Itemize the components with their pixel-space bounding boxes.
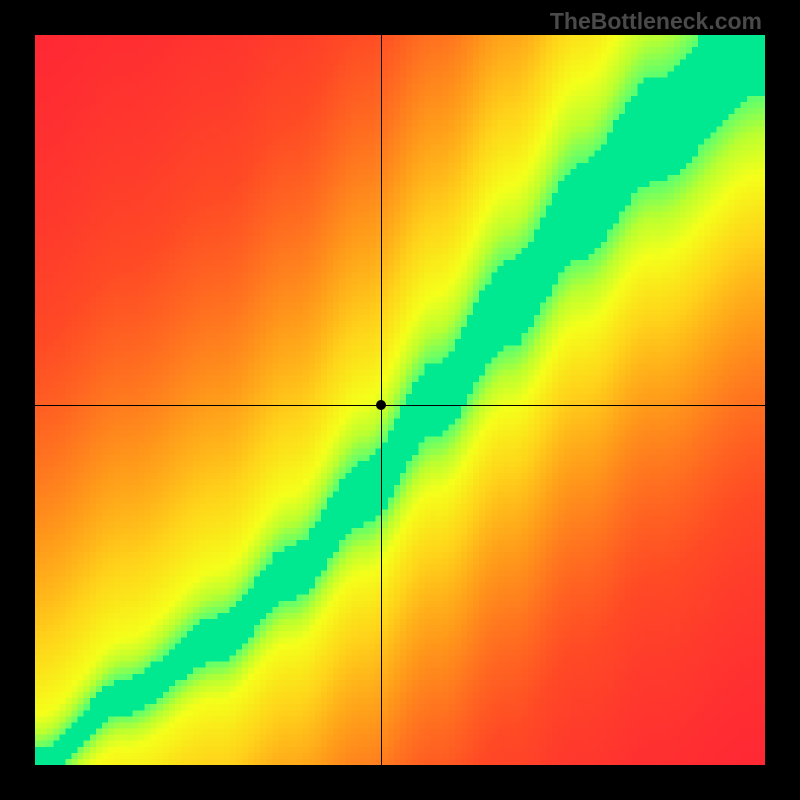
data-point-marker [376, 400, 386, 410]
plot-area [35, 35, 765, 765]
watermark-label: TheBottleneck.com [550, 8, 762, 35]
crosshair-horizontal [35, 405, 765, 406]
bottleneck-heatmap [35, 35, 765, 765]
